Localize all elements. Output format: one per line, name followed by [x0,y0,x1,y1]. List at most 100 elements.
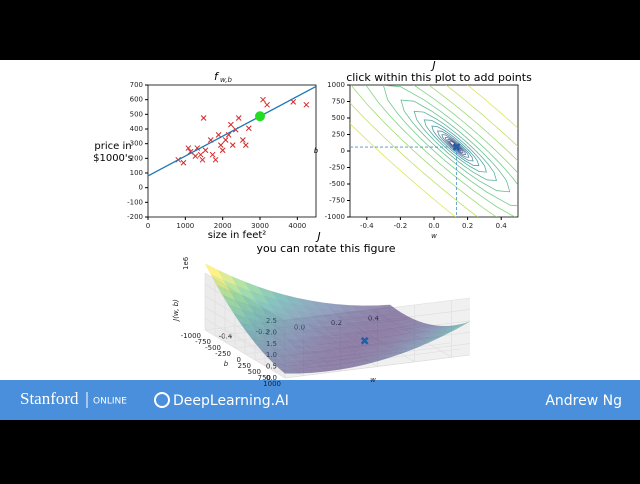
data-point [260,96,266,103]
chart-title-sub: w,b [220,76,233,84]
y-tick-label: 750 [332,98,345,106]
y-tick-label: 250 [238,362,251,370]
data-point [217,142,224,148]
x-tick-label: 0.0 [428,222,439,230]
contour-line [431,125,480,167]
cost-point [360,336,369,345]
x-tick-label: 4000 [288,222,306,230]
brand-tag: ONLINE [93,397,127,407]
fit-line [147,85,317,177]
contour-line [413,110,498,182]
cost-point [452,143,461,151]
data-point [180,159,187,166]
data-point [199,156,206,163]
y-tick-label: 0 [139,184,143,192]
y-tick-label: 500 [130,110,143,118]
data-point [185,145,192,151]
data-point [242,142,249,148]
data-point [239,137,246,143]
y-tick-label: 750 [258,374,271,382]
contour-line [423,119,487,173]
contour-line [350,85,518,217]
data-point [197,151,204,158]
y-tick-label: 500 [248,368,261,376]
instructor: Andrew Ng [545,393,622,409]
y-tick-label: 700 [130,81,143,89]
y-tick-label: -250 [215,350,231,358]
data-point [303,101,310,108]
y-tick-label: 500 [332,114,345,122]
y-label: b [224,360,229,368]
y-tick-label: -100 [127,198,143,206]
partner-logo [154,392,170,408]
contour-line [382,85,518,207]
x-tick-label: -0.2 [394,222,408,230]
x-tick-label: 0.4 [496,222,508,230]
y-tick-label: -750 [195,338,211,346]
x-tick-label: -0.4 [219,333,233,341]
data-point [219,147,226,154]
data-point [202,147,209,154]
contour-line [350,85,518,217]
y-tick-label: 0 [341,147,345,155]
x-tick-label: 0.2 [462,222,473,230]
x-tick-label: -0.4 [360,222,374,230]
y-tick-label: 1000 [263,380,281,388]
data-point [212,156,219,163]
contour-line [400,99,511,193]
y-tick-label: -250 [329,164,345,172]
data-point [245,125,252,132]
y-tick-label: -1000 [181,332,201,340]
y-tick-label: 250 [332,131,345,139]
chart-title: f [214,70,220,83]
chart-title: J [430,59,435,72]
footer-bar [0,380,640,420]
x-tick-label: 1000 [176,222,194,230]
contours [350,85,518,217]
x-tick-label: 3000 [251,222,269,230]
data-point [209,151,216,158]
z-label: J(w, b) [172,299,180,323]
highlight-point [255,111,265,122]
data-point [194,145,201,151]
x-tick-label: 0 [146,222,150,230]
contour-line [449,140,462,152]
y-tick-label: 0 [237,356,241,364]
chart-subtitle: you can rotate this figure [256,242,395,255]
contour-line [365,85,518,217]
data-point [235,115,242,121]
x-label: w [431,232,437,240]
y-tick-label: 400 [130,125,143,133]
partner: DeepLearning.AI [173,393,289,409]
y-tick-label: 200 [130,154,143,162]
y-tick-label: 600 [130,96,143,104]
chart-subtitle: click within this plot to add points [346,71,532,84]
data-point [222,137,229,143]
brand: Stanford [20,389,79,408]
data-point [264,101,270,108]
y-tick-label: 100 [130,169,143,177]
plot-frame [147,84,317,218]
z-tick-label: 0.0 [266,374,277,382]
x-tick-label: 2000 [214,222,232,230]
y-tick-label: 1000 [327,81,345,89]
contour-line [437,130,474,162]
data-point [215,132,222,138]
y-tick-label: -750 [329,197,345,205]
z-tick-label: 0.5 [266,363,277,371]
grid-line [204,329,286,379]
data-point [187,148,194,155]
grid-line [284,354,471,379]
x-label: w [370,376,376,384]
y-tick-label: -500 [205,344,221,352]
y-tick-label: -200 [127,213,143,221]
data-point [192,153,199,159]
y-tick-label: 300 [130,140,143,148]
data-point [200,115,207,121]
chart-title: J [315,230,320,243]
data-point [229,142,236,148]
data-point [228,121,234,128]
x-label: size in feet² [208,230,267,241]
z-offset: 1e6 [182,256,190,270]
